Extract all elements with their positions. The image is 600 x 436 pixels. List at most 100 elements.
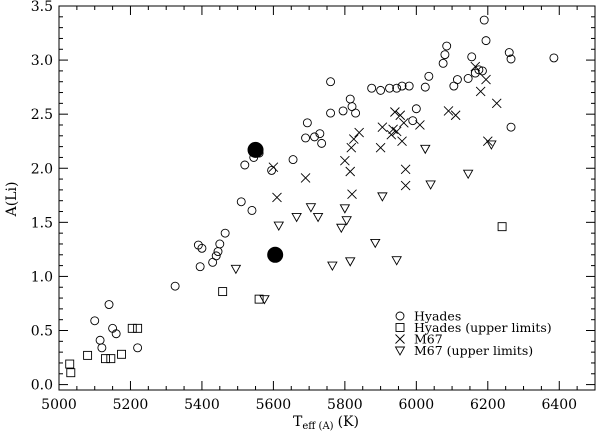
- x-tick-label: 5600: [256, 397, 292, 413]
- data-point: [218, 287, 228, 297]
- data-point: [305, 203, 317, 213]
- data-point: [420, 82, 430, 92]
- data-point: [424, 71, 434, 81]
- data-point: [317, 138, 327, 148]
- data-point: [117, 349, 126, 359]
- data-point: [391, 256, 402, 266]
- data-point: [462, 169, 474, 180]
- data-point: [369, 238, 381, 249]
- data-point: [397, 136, 407, 147]
- x-axis-label-unit: (K): [338, 414, 359, 430]
- data-point: [66, 368, 76, 378]
- data-point: [195, 262, 205, 272]
- data-point: [404, 81, 414, 91]
- data-point: [211, 251, 221, 261]
- legend-marker: [395, 311, 405, 321]
- data-point: [385, 83, 394, 93]
- data-point: [315, 129, 325, 139]
- x-axis-label-main: T: [293, 414, 303, 430]
- legend-label: Hyades (upper limits): [414, 320, 552, 335]
- data-point: [197, 243, 207, 253]
- legend-label: Hyades: [414, 309, 461, 324]
- data-point: [438, 58, 448, 68]
- data-point: [399, 118, 409, 128]
- data-point: [411, 104, 421, 114]
- data-point: [443, 106, 454, 116]
- series-m67: [268, 61, 502, 203]
- legend-marker: [394, 346, 406, 356]
- data-point: [336, 223, 347, 234]
- legend-label: M67: [414, 332, 443, 347]
- data-point: [259, 295, 270, 305]
- data-point: [106, 354, 116, 364]
- data-point: [344, 257, 356, 267]
- data-point: [440, 50, 450, 60]
- data-point: [506, 122, 516, 132]
- y-tick-label: 3.5: [31, 0, 53, 15]
- data-point: [390, 107, 400, 117]
- data-point: [170, 281, 180, 291]
- data-point: [397, 81, 407, 91]
- data-point: [345, 94, 355, 104]
- data-point: [400, 180, 411, 191]
- data-point: [408, 116, 418, 126]
- y-tick-label: 3.0: [31, 53, 53, 69]
- series-hyades-upper-limits: [65, 222, 507, 378]
- data-point: [549, 53, 559, 63]
- data-point: [450, 110, 461, 121]
- data-point: [497, 222, 507, 232]
- data-point: [302, 118, 312, 128]
- data-point: [346, 142, 357, 153]
- data-point: [442, 41, 452, 51]
- data-point: [467, 52, 477, 62]
- data-point: [347, 189, 357, 200]
- data-point: [400, 164, 411, 175]
- data-point: [481, 74, 491, 85]
- x-tick-label: 5800: [327, 397, 363, 413]
- data-point: [491, 98, 502, 109]
- data-point: [419, 144, 431, 155]
- data-point: [95, 335, 105, 345]
- x-tick-label: 5000: [41, 397, 77, 413]
- data-point: [65, 359, 75, 369]
- data-point: [247, 141, 264, 158]
- x-axis-label-subscript: eff (A): [302, 421, 333, 432]
- legend-label: M67 (upper limits): [414, 343, 533, 358]
- data-point: [348, 134, 359, 144]
- data-point: [375, 142, 386, 153]
- data-point: [386, 129, 397, 140]
- data-point: [312, 212, 324, 223]
- data-point: [377, 192, 388, 202]
- data-point: [215, 239, 225, 249]
- y-tick-label: 2.0: [31, 161, 53, 177]
- data-point: [273, 221, 285, 232]
- data-point: [338, 106, 348, 116]
- data-point: [475, 86, 486, 97]
- data-point: [479, 15, 489, 25]
- data-point: [236, 197, 246, 207]
- data-point: [481, 36, 491, 46]
- data-point: [345, 166, 356, 177]
- data-point: [300, 173, 311, 183]
- data-point: [351, 108, 361, 118]
- data-point: [291, 212, 302, 223]
- data-point: [230, 264, 242, 275]
- y-axis-label: A(Li): [4, 182, 20, 218]
- data-point: [83, 350, 93, 360]
- data-point: [452, 75, 462, 85]
- data-point: [133, 323, 143, 333]
- data-point: [127, 323, 137, 333]
- data-point: [326, 108, 336, 118]
- data-point: [391, 126, 402, 137]
- data-point: [376, 85, 386, 95]
- series-m67-upper-limits: [230, 140, 497, 305]
- data-point: [395, 110, 406, 121]
- series-highlighted: [247, 141, 284, 263]
- y-tick-label: 1.5: [31, 215, 53, 231]
- data-point: [463, 74, 473, 83]
- data-point: [254, 294, 264, 304]
- data-point: [392, 83, 402, 93]
- data-point: [240, 160, 250, 170]
- series-hyades: [90, 15, 559, 353]
